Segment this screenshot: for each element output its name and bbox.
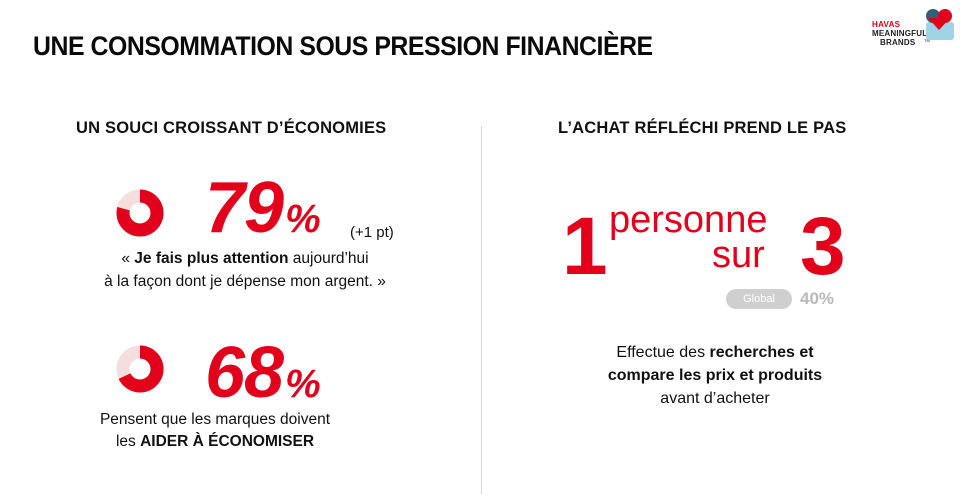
donut-68-icon [116,345,164,393]
donut-79-icon [116,189,164,237]
logo-line-meaningful: MEANINGFUL [872,29,928,38]
ratio-word-sur: sur [712,234,765,276]
stat-79: 79% [205,167,321,249]
right-description: Effectue des recherches et compare les p… [570,341,860,410]
quote-line2: à la façon dont je dépense mon argent. » [104,273,386,290]
page-title: UNE CONSOMMATION SOUS PRESSION FINANCIÈR… [33,31,653,61]
right-section-heading: L’ACHAT RÉFLÉCHI PREND LE PAS [558,119,847,137]
global-value: 40% [800,289,835,308]
stat-79-value: 79 [205,168,284,248]
caption-line2-plain: les [115,433,141,450]
caption-line2-bold: AIDER À ÉCONOMISER [140,433,315,450]
heart-logo-icon [926,9,954,40]
stat-68-unit: % [285,362,321,406]
quote-rest: aujourd’hui [288,250,369,267]
logo-line-havas: HAVAS [872,20,901,29]
quote-bold: Je fais plus attention [134,250,289,267]
stat-79-quote: « Je fais plus attention aujourd’hui à l… [80,247,410,293]
stat-79-unit: % [285,197,321,241]
logo-trademark: TM [924,38,930,43]
desc-bold2: compare les prix et produits [607,367,823,384]
havas-logo: HAVAS MEANINGFUL BRANDS TM [866,8,956,64]
column-divider [481,126,482,494]
ratio-denominator: 3 [800,201,846,292]
stat-79-delta: (+1 pt) [350,224,394,241]
stat-68: 68% [205,332,321,414]
logo-line-brands: BRANDS [880,38,916,47]
caption-line1: Pensent que les marques doivent [99,411,331,428]
quote-open: « [121,250,135,267]
desc-line3: avant d’acheter [660,390,770,407]
ratio-numerator: 1 [562,201,608,292]
global-badge: Global [726,289,792,309]
ratio-word-personne: personne [609,199,768,241]
desc-plain: Effectue des [616,344,710,361]
desc-bold1: recherches et [709,344,814,361]
left-section-heading: UN SOUCI CROISSANT D’ÉCONOMIES [76,119,387,137]
stat-68-caption: Pensent que les marques doivent les AIDE… [60,409,370,453]
stat-68-value: 68 [205,333,284,413]
